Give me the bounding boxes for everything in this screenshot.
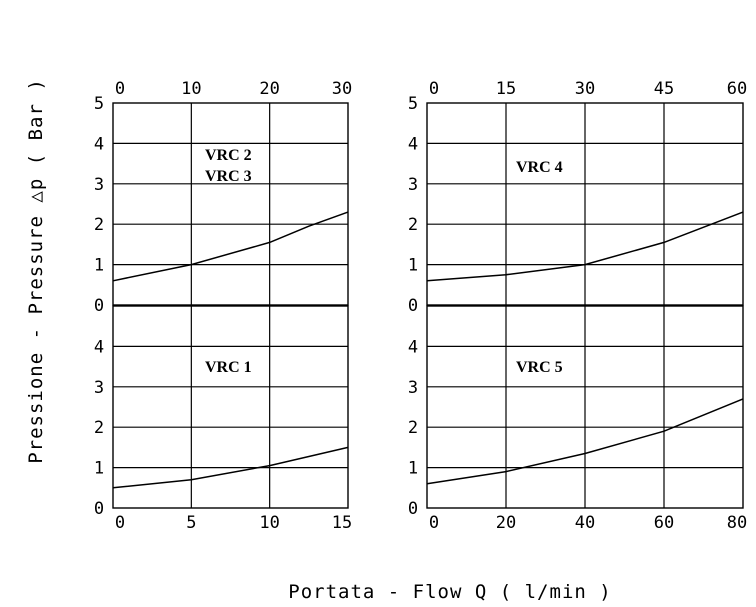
x-tick-label: 60 [654, 513, 674, 533]
y-tick-label: 1 [408, 459, 418, 479]
x-tick-label: 0 [429, 79, 439, 99]
y-tick-label: 2 [94, 215, 104, 235]
x-tick-label: 15 [496, 79, 516, 99]
y-tick-label: 0 [408, 499, 418, 519]
x-tick-label: 30 [575, 79, 595, 99]
y-tick-label: 2 [408, 215, 418, 235]
x-tick-label: 20 [259, 79, 279, 99]
panel-label: VRC 3 [205, 168, 252, 185]
x-tick-label: 40 [575, 513, 595, 533]
x-tick-label: 10 [181, 79, 201, 99]
x-tick-label: 30 [332, 79, 352, 99]
y-tick-label: 3 [94, 175, 104, 195]
y-tick-label: 3 [408, 378, 418, 398]
panel-frame [112, 102, 349, 306]
y-tick-label: 5 [408, 94, 418, 114]
y-tick-label: 2 [94, 418, 104, 438]
x-tick-label: 5 [186, 513, 196, 533]
y-tick-label: 4 [408, 134, 418, 154]
x-axis-title: Portata - Flow Q ( l/min ) [288, 581, 611, 603]
y-tick-label: 5 [94, 94, 104, 114]
y-tick-label: 1 [94, 256, 104, 276]
y-tick-label: 0 [408, 296, 418, 316]
y-tick-label: 0 [94, 296, 104, 316]
y-tick-label: 3 [408, 175, 418, 195]
x-tick-label: 0 [115, 79, 125, 99]
y-tick-label: 4 [94, 337, 104, 357]
x-tick-label: 20 [496, 513, 516, 533]
y-axis-title: Pressione - Pressure △p ( Bar ) [25, 78, 47, 464]
x-tick-label: 15 [332, 513, 352, 533]
x-tick-label: 0 [429, 513, 439, 533]
y-tick-label: 3 [94, 378, 104, 398]
x-tick-label: 80 [727, 513, 747, 533]
x-tick-label: 0 [115, 513, 125, 533]
y-tick-label: 1 [94, 459, 104, 479]
x-tick-label: 60 [727, 79, 747, 99]
x-tick-label: 45 [654, 79, 674, 99]
panel-label: VRC 2 [205, 147, 252, 164]
x-tick-label: 10 [259, 513, 279, 533]
chart-panel-bottom-left: 0 1 2 3 4 0 5 10 15 VRC 1 [94, 305, 352, 533]
panel-label: VRC 4 [516, 159, 563, 176]
y-tick-label: 4 [408, 337, 418, 357]
panel-label: VRC 5 [516, 359, 563, 376]
y-tick-label: 2 [408, 418, 418, 438]
curve-series-0 [112, 446, 349, 489]
curve-series-0 [426, 211, 744, 282]
panel-frame [112, 305, 349, 509]
curve-series-0 [112, 211, 349, 282]
panel-label: VRC 1 [205, 359, 252, 376]
y-tick-label: 4 [94, 134, 104, 154]
curve-series-0 [426, 398, 744, 485]
y-tick-label: 1 [408, 256, 418, 276]
y-tick-label: 0 [94, 499, 104, 519]
